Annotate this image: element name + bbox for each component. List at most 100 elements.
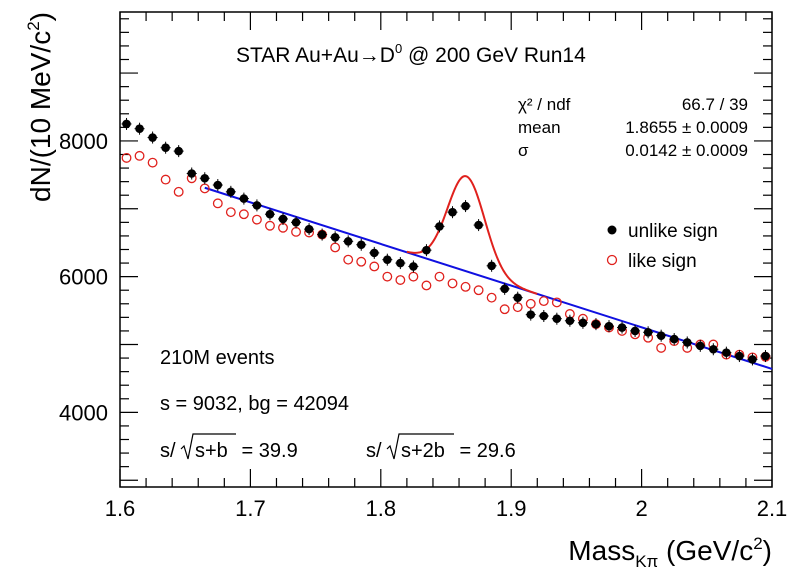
x-tick-label: 2.1: [757, 496, 788, 521]
data-point: [525, 298, 536, 309]
data-point: [135, 124, 144, 134]
data-point: [656, 331, 666, 340]
x-axis-label-subscript: Kπ: [635, 552, 658, 571]
x-tick-label: 1.7: [235, 496, 266, 521]
data-point: [538, 296, 549, 307]
plot-frame: [119, 11, 773, 488]
data-point: [330, 242, 341, 253]
x-axis-label-unit-superscript: 2: [753, 534, 762, 553]
significance-2-value: = 29.6: [454, 440, 516, 462]
data-point: [735, 351, 744, 361]
data-point: [513, 293, 523, 302]
data-point: [591, 319, 601, 329]
data-point: [526, 310, 536, 319]
y-axis-label-superscript: 2: [24, 21, 43, 30]
data-point: [669, 334, 679, 344]
fit-stat-label: σ: [518, 141, 529, 160]
data-point: [148, 133, 157, 142]
data-point: [200, 173, 210, 183]
data-point: [460, 281, 471, 292]
x-tick-label: 1.8: [366, 496, 397, 521]
legend-label-like-sign: like sign: [628, 251, 697, 272]
data-point: [499, 304, 510, 315]
data-point: [213, 180, 223, 190]
x-tick-label: 1.6: [105, 496, 136, 521]
data-point: [252, 201, 262, 210]
data-point: [630, 326, 640, 336]
data-point: [474, 220, 483, 230]
data-point: [369, 248, 379, 258]
significance-1-value: = 39.9: [236, 440, 298, 462]
fit-stat-value: 0.0142 ± 0.0009: [625, 141, 748, 160]
data-point: [656, 342, 667, 353]
y-tick-label: 4000: [59, 400, 108, 425]
data-point: [448, 207, 457, 217]
data-point: [551, 297, 562, 308]
data-point: [239, 194, 249, 203]
events-annotation: 210M events: [160, 347, 275, 369]
data-point: [356, 256, 367, 267]
significance-1-radicand: s+b: [195, 440, 228, 462]
data-point: [160, 174, 171, 185]
data-point: [761, 351, 770, 361]
title-particle-superscript: 0: [395, 41, 402, 56]
legend-label-unlike-sign: unlike sign: [628, 221, 718, 242]
fit-stat-value: 1.8655 ± 0.0009: [625, 118, 748, 137]
data-point: [435, 222, 444, 231]
data-point: [487, 261, 496, 271]
fit-statistics: χ² / ndf 66.7 / 39 mean 1.8655 ± 0.0009 …: [518, 95, 748, 160]
data-point: [396, 258, 405, 268]
significance-2-radicand: s+2b: [401, 440, 445, 462]
data-point: [695, 341, 705, 351]
legend-marker-like-sign: [606, 254, 618, 266]
data-point: [226, 187, 236, 197]
fit-stat-label: χ² / ndf: [518, 95, 571, 114]
gaussian-signal-fit-line: [406, 175, 538, 295]
data-point: [539, 311, 549, 321]
data-point: [173, 186, 184, 197]
chart-title: STAR Au+Au→D0 @ 200 GeV Run14: [236, 41, 586, 67]
data-point: [395, 275, 406, 285]
data-point: [617, 323, 627, 332]
y-tick-label: 8000: [59, 129, 108, 154]
data-point: [265, 209, 275, 219]
title-particle: D: [380, 44, 395, 67]
data-point: [512, 302, 523, 313]
data-point: [291, 218, 301, 227]
data-point: [643, 327, 653, 337]
x-tick-label: 2: [635, 496, 647, 521]
data-point: [278, 214, 288, 224]
data-point: [552, 314, 562, 324]
data-point: [161, 143, 170, 153]
x-axis-label: MassKπ (GeV/c2): [568, 534, 772, 571]
data-point: [565, 316, 575, 326]
data-point: [187, 169, 197, 178]
signal-background-annotation: s = 9032, bg = 42094: [160, 393, 349, 415]
data-point: [238, 209, 249, 220]
data-point: [422, 245, 431, 255]
data-point: [369, 261, 380, 272]
data-point: [408, 271, 419, 282]
data-point: [682, 338, 692, 347]
significance-1-prefix: s/: [160, 440, 176, 462]
y-tick-label: 6000: [59, 265, 108, 290]
data-point: [500, 284, 509, 294]
y-axis: 4000 6000 8000: [59, 18, 772, 481]
data-point: [291, 226, 301, 237]
data-point: [461, 201, 470, 211]
data-point: [409, 262, 418, 271]
data-point: [722, 348, 731, 357]
sqrt-sign-icon: [386, 433, 454, 460]
data-point: [251, 214, 262, 225]
data-point: [174, 146, 183, 156]
y-axis-label-close: ): [25, 12, 56, 21]
title-base: STAR Au+Au: [236, 44, 359, 67]
data-point: [122, 119, 131, 129]
data-point: [447, 278, 458, 289]
significance-2-prefix: s/: [366, 440, 382, 462]
x-axis: 1.6 1.7 1.8 1.9 2 2.1: [105, 12, 788, 521]
data-point: [343, 254, 354, 265]
x-tick-label: 1.9: [496, 496, 527, 521]
data-point: [473, 285, 484, 296]
